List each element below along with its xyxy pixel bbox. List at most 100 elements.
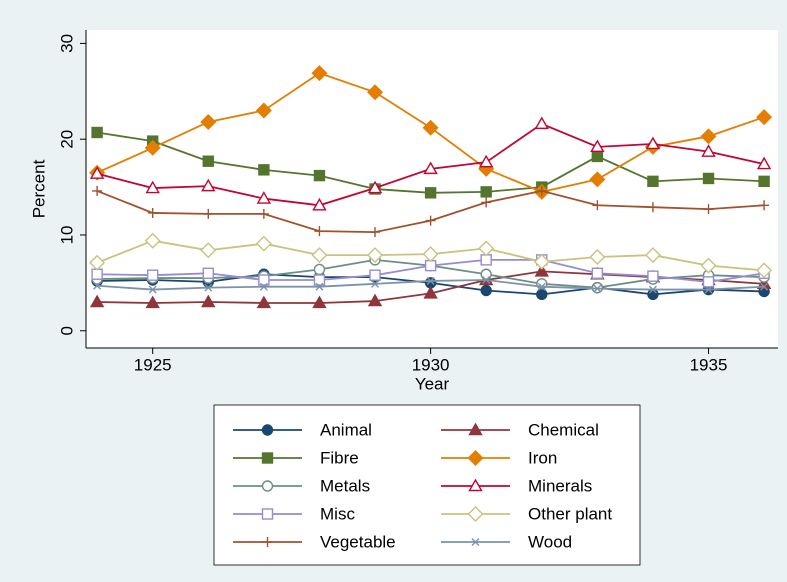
marker <box>367 84 384 101</box>
marker <box>144 232 161 249</box>
marker <box>315 282 324 291</box>
marker <box>311 65 328 82</box>
marker <box>482 275 491 284</box>
marker <box>312 197 327 211</box>
marker <box>92 185 103 196</box>
marker <box>422 119 439 136</box>
marker <box>591 150 604 163</box>
marker <box>702 172 715 185</box>
marker <box>702 276 715 288</box>
marker <box>533 253 550 270</box>
marker <box>700 257 717 274</box>
marker <box>201 294 216 308</box>
marker <box>203 208 214 219</box>
marker <box>423 285 438 299</box>
marker <box>258 208 269 219</box>
marker <box>589 171 606 188</box>
marker <box>700 128 717 145</box>
marker <box>144 139 161 156</box>
marker <box>367 293 383 307</box>
marker <box>590 139 605 153</box>
marker <box>204 283 213 292</box>
marker <box>704 285 713 294</box>
marker <box>147 207 158 218</box>
marker <box>756 156 772 170</box>
marker <box>145 180 160 194</box>
legend-label: Chemical <box>528 420 599 439</box>
marker <box>593 284 602 293</box>
x-tick-label: 1935 <box>690 355 728 374</box>
legend-marker <box>262 537 273 547</box>
marker <box>202 155 214 167</box>
legend-label: Misc <box>320 504 355 523</box>
marker <box>422 246 439 263</box>
marker <box>592 200 603 211</box>
marker <box>536 185 547 196</box>
marker <box>369 269 381 281</box>
legend-marker <box>467 450 484 466</box>
marker <box>202 267 214 279</box>
legend-label: Minerals <box>528 476 592 495</box>
marker <box>701 144 716 157</box>
marker <box>756 109 773 126</box>
marker <box>703 204 714 215</box>
marker <box>93 281 102 290</box>
marker <box>756 262 773 279</box>
marker <box>534 263 549 277</box>
legend-label: Other plant <box>528 504 612 523</box>
marker <box>258 274 270 286</box>
marker <box>200 113 217 130</box>
marker <box>89 166 105 179</box>
legend-label: Animal <box>320 420 372 439</box>
y-tick-label: 10 <box>57 226 76 245</box>
y-tick-label: 0 <box>57 326 76 335</box>
marker <box>648 285 657 294</box>
x-axis-title: Year <box>415 374 450 393</box>
marker <box>255 235 272 252</box>
marker <box>425 215 436 226</box>
marker <box>534 116 549 130</box>
marker <box>424 187 437 199</box>
marker <box>481 197 492 208</box>
marker <box>201 178 216 192</box>
marker <box>478 154 494 168</box>
marker <box>259 282 268 291</box>
y-tick-label: 20 <box>57 130 76 149</box>
marker <box>146 269 159 281</box>
marker <box>536 288 548 301</box>
marker <box>312 295 327 309</box>
marker <box>758 175 770 188</box>
marker <box>314 226 325 237</box>
legend-marker <box>261 480 274 492</box>
marker <box>760 282 769 291</box>
marker <box>367 247 384 264</box>
legend-marker <box>471 538 480 546</box>
marker <box>258 164 270 176</box>
marker <box>313 263 326 276</box>
y-axis-title: Percent <box>29 159 48 218</box>
marker <box>89 254 106 271</box>
marker <box>591 267 604 279</box>
legend-marker <box>468 422 483 436</box>
marker <box>148 285 157 294</box>
marker <box>313 274 326 286</box>
legend-label: Wood <box>528 532 572 551</box>
marker <box>200 242 217 259</box>
y-tick-label: 30 <box>57 34 76 53</box>
marker <box>424 259 437 272</box>
x-tick-label: 1930 <box>412 355 450 374</box>
marker <box>371 279 380 288</box>
marker <box>759 200 770 211</box>
legend <box>213 404 641 566</box>
marker <box>644 247 661 264</box>
marker <box>91 268 103 280</box>
legend-label: Metals <box>320 476 370 495</box>
marker <box>647 175 659 188</box>
marker <box>589 249 606 265</box>
legend-marker <box>468 478 483 492</box>
legend-marker <box>261 424 274 436</box>
marker <box>645 136 661 150</box>
marker <box>313 169 326 182</box>
marker <box>145 295 160 309</box>
